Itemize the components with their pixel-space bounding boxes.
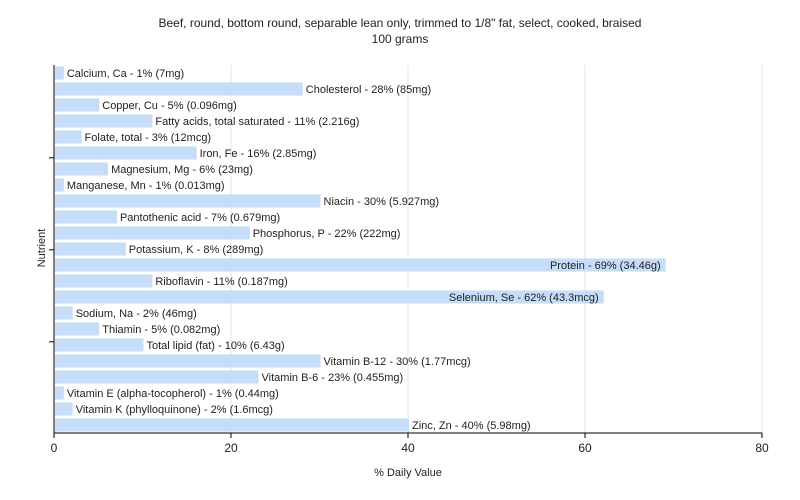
bar-label: Folate, total - 3% (12mcg) (85, 132, 212, 144)
bar (55, 370, 259, 384)
x-tick-label: 40 (401, 441, 415, 455)
bar (55, 114, 153, 128)
bar-label: Cholesterol - 28% (85mg) (306, 84, 431, 96)
x-tick-label: 60 (578, 441, 592, 455)
bar-label: Riboflavin - 11% (0.187mg) (155, 276, 287, 288)
bar-label: Thiamin - 5% (0.082mg) (102, 324, 220, 336)
bar (55, 210, 117, 224)
bar (55, 82, 303, 96)
bar-label: Calcium, Ca - 1% (7mg) (67, 68, 184, 80)
bar (55, 306, 73, 320)
bar (55, 418, 409, 432)
bar (55, 194, 321, 208)
x-tick-label: 20 (224, 441, 238, 455)
bar-layer: Calcium, Ca - 1% (7mg) Cholesterol - 28% … (55, 66, 666, 432)
bar (55, 66, 64, 80)
bar-label: Fatty acids, total saturated - 11% (2.21… (155, 116, 359, 128)
bar-label: Vitamin B-12 - 30% (1.77mcg) (324, 356, 471, 368)
bar (55, 242, 126, 256)
bar-label: Vitamin E (alpha-tocopherol) - 1% (0.44m… (67, 388, 279, 400)
bar (55, 130, 82, 144)
bar-label: Manganese, Mn - 1% (0.013mg) (67, 180, 225, 192)
bar-label: Vitamin B-6 - 23% (0.455mg) (262, 372, 404, 384)
x-tick-label: 80 (755, 441, 769, 455)
y-axis-label: Nutrient (36, 229, 48, 268)
bar-label: Vitamin K (phylloquinone) - 2% (1.6mcg) (76, 404, 273, 416)
bar (55, 226, 250, 240)
chart-subtitle: 100 grams (371, 32, 429, 46)
bar-label: Sodium, Na - 2% (46mg) (76, 308, 197, 320)
bar-label: Zinc, Zn - 40% (5.98mg) (412, 420, 531, 432)
bar (55, 162, 109, 176)
bar (55, 386, 64, 400)
bar (55, 274, 153, 288)
bar (55, 258, 666, 272)
bar-label: Protein - 69% (34.46g) (550, 260, 661, 272)
bar-label: Magnesium, Mg - 6% (23mg) (111, 164, 253, 176)
bar-label: Phosphorus, P - 22% (222mg) (253, 228, 401, 240)
axis-layer: 0 20 40 60 80 (49, 65, 769, 455)
chart-title: Beef, round, bottom round, separable lea… (158, 16, 642, 30)
bar (55, 338, 144, 352)
bar (55, 178, 64, 192)
bar-label: Niacin - 30% (5.927mg) (324, 196, 440, 208)
bar (55, 322, 100, 336)
bar-label: Pantothenic acid - 7% (0.679mg) (120, 212, 280, 224)
x-axis-label: % Daily Value (374, 467, 442, 479)
bar-label: Total lipid (fat) - 10% (6.43g) (147, 340, 285, 352)
x-tick-label: 0 (51, 441, 58, 455)
bar (55, 98, 100, 112)
bar-label: Copper, Cu - 5% (0.096mg) (102, 100, 237, 112)
bar (55, 402, 73, 416)
bar-label: Selenium, Se - 62% (43.3mcg) (449, 292, 599, 304)
bar (55, 290, 604, 304)
bar-label: Iron, Fe - 16% (2.85mg) (200, 148, 317, 160)
bar (55, 354, 321, 368)
bar-label: Potassium, K - 8% (289mg) (129, 244, 263, 256)
bar (55, 146, 197, 160)
